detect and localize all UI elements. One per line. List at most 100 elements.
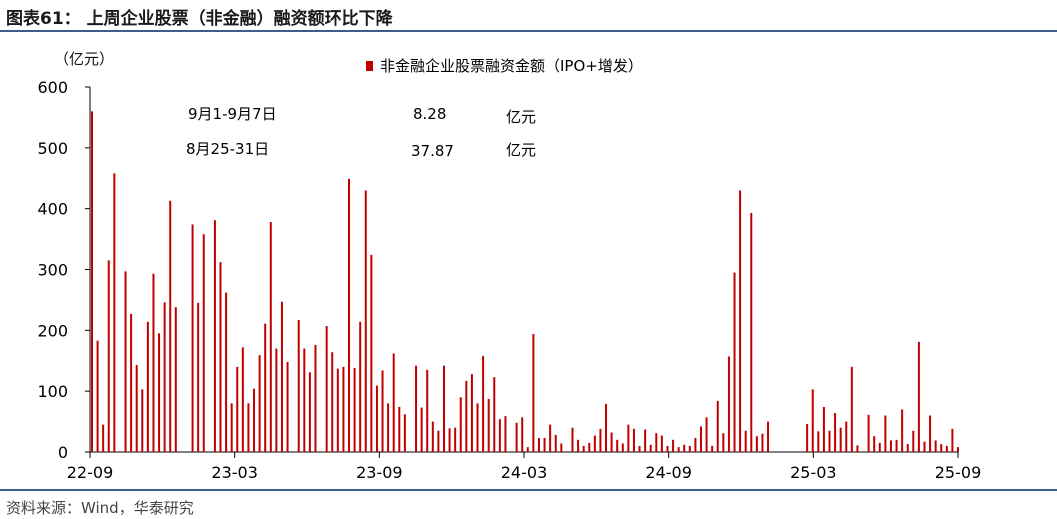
bar <box>705 417 708 452</box>
bar <box>191 224 194 452</box>
bar <box>158 333 161 453</box>
bar <box>415 365 418 452</box>
bar <box>152 273 155 452</box>
bar <box>526 447 529 452</box>
bar <box>476 403 479 452</box>
bar <box>616 439 619 452</box>
bar <box>644 429 647 452</box>
bar <box>549 424 552 453</box>
bar <box>845 421 848 452</box>
bar <box>850 366 853 452</box>
bar <box>834 413 837 452</box>
y-tick-label: 400 <box>37 200 68 219</box>
bar <box>482 355 485 452</box>
bar <box>219 262 222 452</box>
bar <box>761 433 764 452</box>
bar <box>856 445 859 452</box>
bar <box>264 323 267 452</box>
bar <box>130 313 133 452</box>
bar <box>912 430 915 452</box>
bar-series <box>91 111 959 453</box>
bar <box>655 433 658 452</box>
bar <box>448 428 451 452</box>
bar <box>107 260 110 453</box>
bar <box>638 445 641 452</box>
bar <box>822 406 825 452</box>
bar <box>593 435 596 452</box>
bar <box>493 377 496 452</box>
bar <box>699 426 702 452</box>
bar <box>739 190 742 453</box>
bar <box>169 200 172 452</box>
bar <box>280 301 283 452</box>
bar <box>269 222 272 452</box>
bar <box>649 444 652 452</box>
bar <box>403 414 406 452</box>
bar <box>621 443 624 452</box>
bar <box>96 340 99 452</box>
bar <box>470 374 473 452</box>
bar <box>839 427 842 452</box>
bar <box>929 415 932 452</box>
bar <box>348 178 351 453</box>
chart-title: 图表61： 上周企业股票（非金融）融资额环比下降 <box>6 9 393 29</box>
bar <box>487 399 490 452</box>
bar <box>426 369 429 453</box>
bottom-rule <box>0 489 1057 491</box>
top-rule <box>0 30 1057 32</box>
bar <box>711 445 714 452</box>
bar <box>895 439 898 452</box>
bar <box>945 445 948 452</box>
bar <box>331 352 334 452</box>
bar <box>342 366 345 452</box>
bar <box>174 307 177 452</box>
bar <box>241 347 244 452</box>
bar <box>688 445 691 452</box>
bar <box>906 444 909 452</box>
bar <box>543 438 546 452</box>
bar <box>303 348 306 452</box>
bar <box>364 190 367 453</box>
bar <box>605 403 608 452</box>
bar <box>577 439 580 452</box>
annotation-period-1: 9月1-9月7日 <box>188 105 277 123</box>
bar <box>632 428 635 452</box>
bar <box>677 447 680 452</box>
bar <box>398 406 401 452</box>
y-tick-label: 200 <box>37 321 68 340</box>
annotation-unit-2: 亿元 <box>506 141 536 159</box>
annotation-value-1: 8.28 <box>413 105 446 123</box>
annotations: 9月1-9月7日 8.28 亿元 8月25-31日 37.87 亿元 <box>186 105 536 160</box>
bar <box>610 432 613 452</box>
bar <box>454 427 457 452</box>
bar <box>755 436 758 452</box>
y-axis-unit-label: （亿元） <box>54 50 115 68</box>
y-axis: 0 100 200 300 400 500 600 <box>37 78 91 462</box>
bar <box>560 443 563 452</box>
x-tick-label: 22-09 <box>67 463 114 482</box>
bar <box>554 434 557 452</box>
legend: 非金融企业股票融资金额（IPO+增发） <box>366 57 643 75</box>
bar <box>197 302 200 452</box>
bar <box>940 444 943 452</box>
bar <box>733 272 736 452</box>
annotation-value-2: 37.87 <box>411 142 454 160</box>
bar <box>275 348 278 452</box>
bar <box>202 234 205 452</box>
bar <box>359 321 362 452</box>
bar <box>806 424 809 452</box>
bar <box>91 111 93 452</box>
bar <box>917 341 920 452</box>
bar <box>599 428 602 452</box>
bar <box>666 445 669 452</box>
bar <box>951 428 954 452</box>
bar <box>873 436 876 452</box>
bar <box>694 438 697 452</box>
bar <box>225 292 228 452</box>
bar <box>901 409 904 452</box>
bar <box>420 407 423 452</box>
x-tick-label: 24-03 <box>501 463 548 482</box>
bar <box>253 388 256 452</box>
bar <box>817 431 820 452</box>
